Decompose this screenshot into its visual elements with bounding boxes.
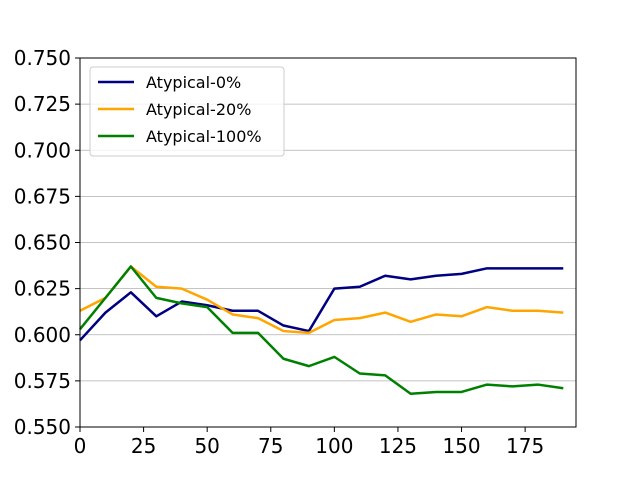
legend-label-0: Atypical-0% (146, 73, 241, 92)
y-tick-label-3: 0.625 (14, 277, 71, 301)
x-tick-label-4: 100 (315, 434, 353, 458)
x-tick-label-1: 25 (131, 434, 156, 458)
y-tick-label-2: 0.600 (14, 323, 71, 347)
legend-label-2: Atypical-100% (146, 127, 262, 146)
y-tick-label-4: 0.650 (14, 231, 71, 255)
series-lines (79, 265, 564, 396)
x-axis-ticks: 0 25 50 75 100 125 150 175 (74, 427, 544, 458)
legend-box (89, 66, 285, 157)
y-tick-label-0: 0.550 (14, 415, 71, 439)
x-tick-label-0: 0 (74, 434, 87, 458)
x-tick-label-3: 75 (258, 434, 283, 458)
legend: Atypical-0% Atypical-20% Atypical-100% (89, 66, 285, 157)
x-tick-label-5: 125 (379, 434, 417, 458)
series-line-2 (79, 265, 564, 396)
x-tick-label-6: 150 (442, 434, 480, 458)
series-line-1 (79, 265, 564, 335)
x-tick-label-2: 50 (194, 434, 219, 458)
y-tick-label-8: 0.750 (14, 46, 71, 70)
y-tick-label-6: 0.700 (14, 138, 71, 162)
y-tick-label-5: 0.675 (14, 184, 71, 208)
y-tick-label-7: 0.725 (14, 92, 71, 116)
y-tick-label-1: 0.575 (14, 369, 71, 393)
legend-label-1: Atypical-20% (146, 100, 251, 119)
series-line-0 (79, 267, 564, 342)
y-axis-ticks: 0.550 0.575 0.600 0.625 0.650 0.675 0.700 0.725… (14, 46, 80, 439)
x-tick-label-7: 175 (506, 434, 544, 458)
